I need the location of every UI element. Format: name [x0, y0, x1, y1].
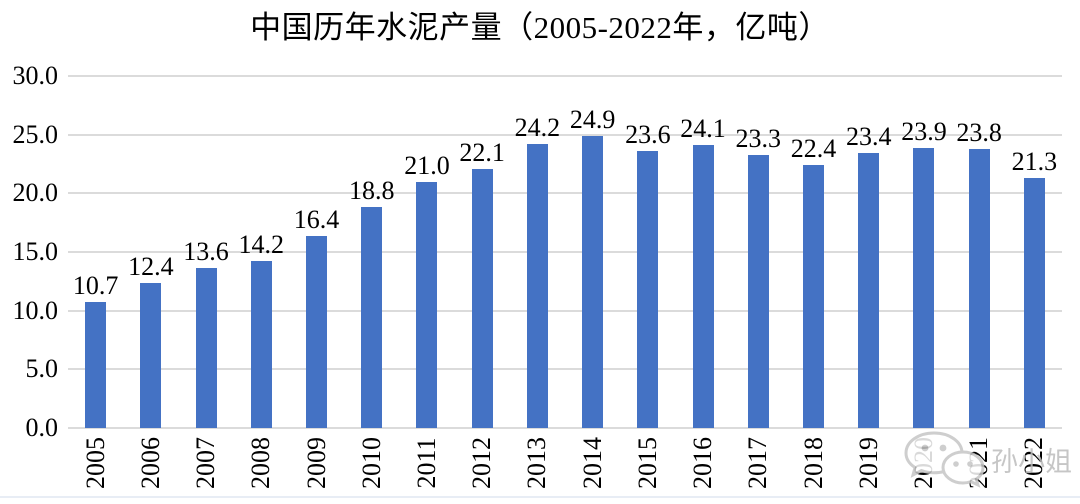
y-axis-tick-label: 30.0 — [12, 61, 59, 90]
bar-value-label: 16.4 — [293, 204, 340, 234]
y-axis-tick-label: 20.0 — [12, 178, 59, 208]
bar-2014 — [582, 135, 604, 428]
bar-2005 — [85, 302, 107, 428]
bar-value-label: 23.3 — [735, 123, 782, 153]
bar-2016 — [692, 145, 714, 428]
bar-value-label: 22.4 — [790, 134, 837, 164]
bar-value-label: 23.9 — [901, 116, 947, 146]
chart-title: 中国历年水泥产量（2005-2022年，亿吨） — [250, 10, 830, 45]
x-axis-tick-label: 2012 — [467, 437, 497, 489]
bar-2010 — [361, 207, 383, 428]
x-axis-tick-label: 2008 — [246, 437, 276, 489]
bar-value-label: 23.4 — [845, 122, 892, 152]
x-axis-tick-label: 2005 — [80, 437, 110, 489]
x-axis-tick-label: 2016 — [688, 437, 718, 489]
bar-2019 — [858, 153, 880, 428]
bar-2006 — [140, 282, 162, 428]
bar-2017 — [747, 154, 769, 428]
x-axis-tick-label: 2015 — [632, 437, 662, 489]
x-axis-tick-label: 2007 — [191, 437, 221, 489]
watermark-text: 孙小姐 — [991, 446, 1072, 477]
bar-value-label: 12.4 — [128, 251, 174, 281]
bar-value-label: 21.3 — [1011, 147, 1058, 177]
bar-2007 — [195, 268, 217, 428]
x-axis-tick-label: 2010 — [356, 437, 386, 489]
gridline — [68, 75, 1062, 77]
y-axis-tick-label: 0.0 — [25, 413, 59, 442]
watermark: 孙小姐 — [901, 429, 1072, 489]
bar-2013 — [526, 144, 548, 428]
bar-value-label: 10.7 — [72, 271, 119, 301]
gridline — [68, 133, 1062, 136]
bar-2009 — [306, 235, 327, 428]
gridline — [68, 427, 1062, 429]
gridline — [68, 192, 1062, 195]
x-axis-tick-label: 2014 — [577, 437, 607, 489]
x-axis-tick-label: 2011 — [411, 437, 441, 489]
bar-value-label: 23.8 — [956, 117, 1002, 147]
bar-value-label: 13.6 — [183, 237, 229, 267]
bar-value-label: 24.1 — [680, 114, 726, 144]
bar-2022 — [1023, 178, 1045, 428]
x-axis-tick-label: 2006 — [135, 437, 165, 489]
gridline — [68, 251, 1062, 253]
bar-value-label: 14.2 — [238, 230, 285, 260]
bar-value-label: 23.6 — [625, 120, 671, 150]
x-axis-tick-label: 2013 — [522, 437, 552, 489]
wechat-icon — [904, 431, 985, 488]
bar-2012 — [471, 168, 493, 428]
y-axis-tick-label: 10.0 — [12, 295, 59, 325]
bar-2020 — [913, 147, 935, 428]
x-axis-tick-label: 2018 — [798, 437, 828, 489]
page-divider-line — [0, 496, 1080, 498]
x-axis-tick-label: 2009 — [301, 437, 331, 489]
bar-value-label: 24.9 — [569, 104, 616, 134]
bar-2015 — [637, 151, 659, 428]
bar-value-label: 24.2 — [514, 113, 561, 143]
bar-2021 — [968, 148, 990, 428]
bar-value-label: 21.0 — [404, 150, 450, 180]
bar-2018 — [803, 165, 824, 428]
bar-2008 — [250, 261, 272, 428]
y-axis-tick-label: 15.0 — [12, 237, 59, 266]
x-axis-tick-label: 2017 — [743, 437, 773, 489]
gridline — [68, 368, 1062, 371]
x-axis-tick-label: 2019 — [853, 437, 883, 489]
gridline — [68, 309, 1062, 312]
bar-value-label: 22.1 — [459, 137, 505, 167]
y-axis-tick-label: 5.0 — [25, 354, 59, 384]
y-axis-tick-label: 25.0 — [12, 119, 59, 149]
bar-value-label: 18.8 — [348, 176, 395, 206]
bar-2011 — [416, 181, 438, 428]
